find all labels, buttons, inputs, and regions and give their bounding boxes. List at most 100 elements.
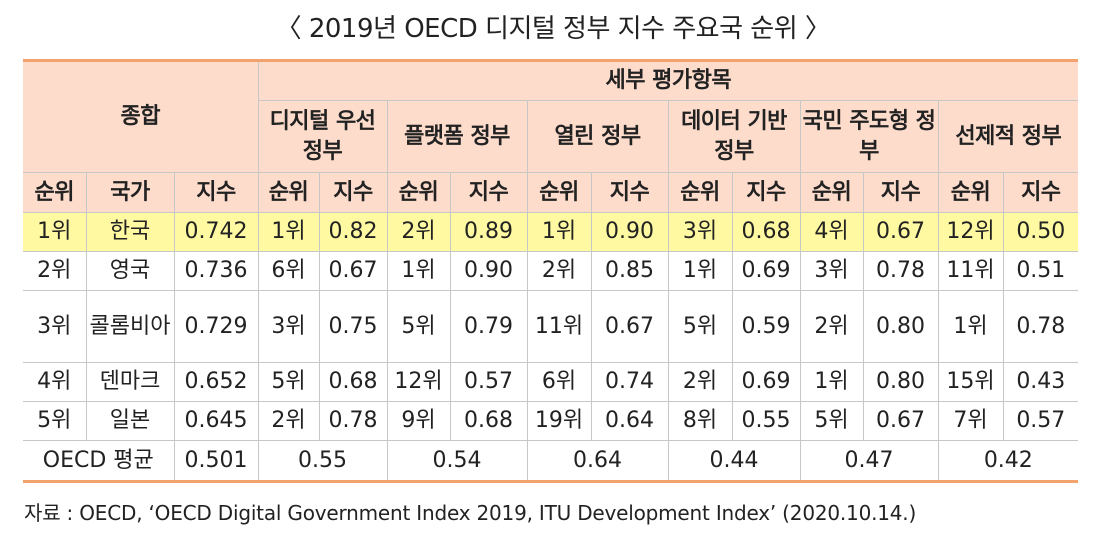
rank-cell: 3위 [667, 212, 733, 252]
index-column-header: 지수 [590, 172, 669, 213]
index-cell: 0.80 [862, 290, 939, 363]
index-cell: 0.74 [590, 362, 669, 402]
rank-cell: 4위 [799, 212, 864, 252]
index-cell: 0.90 [590, 212, 669, 252]
ranking-table: 종합 세부 평가항목 디지털 우선 정부 플랫폼 정부 열린 정부 데이터 기반… [23, 59, 1079, 483]
index-cell: 0.51 [1002, 251, 1079, 291]
index-cell: 0.68 [318, 362, 388, 402]
average-value: 0.42 [937, 440, 1079, 482]
index-cell: 0.68 [731, 212, 801, 252]
country-cell: 덴마크 [85, 362, 175, 402]
country-column-header: 국가 [85, 172, 175, 213]
index-cell: 0.50 [1002, 212, 1079, 252]
average-label: OECD 평균 [23, 440, 175, 482]
index-cell: 0.645 [173, 401, 259, 441]
index-cell: 0.736 [173, 251, 259, 291]
index-cell: 0.67 [862, 212, 939, 252]
index-cell: 0.69 [731, 251, 801, 291]
table-row: 4위 덴마크 0.652 5위 0.68 12위 0.57 6위 0.74 2위 0.69 1위 0.8… [23, 362, 1079, 402]
category-header: 선제적 정부 [937, 100, 1079, 173]
index-cell: 0.67 [318, 251, 388, 291]
rank-cell: 1위 [799, 362, 864, 402]
index-column-header: 지수 [449, 172, 528, 213]
table-row: 5위 일본 0.645 2위 0.78 9위 0.68 19위 0.64 8위 0.55 5위 0.67… [23, 401, 1079, 441]
index-cell: 0.652 [173, 362, 259, 402]
rank-column-header: 순위 [23, 172, 87, 213]
rank-cell: 9위 [386, 401, 451, 441]
country-cell: 영국 [85, 251, 175, 291]
average-value: 0.47 [799, 440, 939, 482]
rank-cell: 11위 [937, 251, 1004, 291]
rank-cell: 3위 [257, 290, 320, 363]
average-index: 0.501 [173, 440, 259, 482]
average-row: OECD 평균 0.501 0.55 0.54 0.64 0.44 0.47 0.42 [23, 440, 1079, 482]
index-cell: 0.729 [173, 290, 259, 363]
rank-cell: 6위 [526, 362, 592, 402]
index-cell: 0.742 [173, 212, 259, 252]
index-cell: 0.67 [590, 290, 669, 363]
rank-cell: 5위 [257, 362, 320, 402]
country-cell: 한국 [85, 212, 175, 252]
rank-cell: 2위 [257, 401, 320, 441]
rank-column-header: 순위 [526, 172, 592, 213]
index-cell: 0.80 [862, 362, 939, 402]
index-cell: 0.55 [731, 401, 801, 441]
index-column-header: 지수 [173, 172, 259, 213]
category-header: 열린 정부 [526, 100, 669, 173]
rank-cell: 12위 [937, 212, 1004, 252]
rank-column-header: 순위 [257, 172, 320, 213]
rank-cell: 5위 [667, 290, 733, 363]
average-value: 0.54 [386, 440, 528, 482]
detail-header: 세부 평가항목 [257, 60, 1079, 101]
average-value: 0.55 [257, 440, 388, 482]
rank-cell: 1위 [257, 212, 320, 252]
rank-cell: 15위 [937, 362, 1004, 402]
rank-cell: 19위 [526, 401, 592, 441]
rank-cell: 4위 [23, 362, 87, 402]
category-header: 국민 주도형 정부 [799, 100, 939, 173]
rank-cell: 8위 [667, 401, 733, 441]
index-cell: 0.79 [449, 290, 528, 363]
index-cell: 0.57 [1002, 401, 1079, 441]
rank-cell: 7위 [937, 401, 1004, 441]
index-cell: 0.82 [318, 212, 388, 252]
index-cell: 0.69 [731, 362, 801, 402]
source-note: 자료 : OECD, ‘OECD Digital Government Inde… [24, 501, 917, 525]
average-value: 0.64 [526, 440, 669, 482]
rank-cell: 1위 [937, 290, 1004, 363]
rank-cell: 1위 [526, 212, 592, 252]
table-row: 3위 콜롬비아 0.729 3위 0.75 5위 0.79 11위 0.67 5위 0.59 2위 0.… [23, 290, 1079, 363]
index-cell: 0.43 [1002, 362, 1079, 402]
rank-cell: 2위 [526, 251, 592, 291]
index-cell: 0.57 [449, 362, 528, 402]
rank-cell: 2위 [386, 212, 451, 252]
rank-cell: 3위 [799, 251, 864, 291]
table-title: 〈 2019년 OECD 디지털 정부 지수 주요국 순위 〉 [275, 14, 831, 44]
country-cell: 콜롬비아 [85, 290, 175, 363]
rank-cell: 5위 [386, 290, 451, 363]
index-cell: 0.64 [590, 401, 669, 441]
rank-cell: 2위 [23, 251, 87, 291]
index-cell: 0.85 [590, 251, 669, 291]
rank-column-header: 순위 [667, 172, 733, 213]
rank-column-header: 순위 [937, 172, 1004, 213]
index-column-header: 지수 [1002, 172, 1079, 213]
table-row: 1위 한국 0.742 1위 0.82 2위 0.89 1위 0.90 3위 0.68 4위 0.67 1… [23, 212, 1079, 252]
rank-cell: 5위 [799, 401, 864, 441]
average-value: 0.44 [667, 440, 801, 482]
category-header: 디지털 우선 정부 [257, 100, 388, 173]
overall-header: 종합 [23, 60, 259, 173]
rank-cell: 12위 [386, 362, 451, 402]
rank-cell: 5위 [23, 401, 87, 441]
rank-cell: 11위 [526, 290, 592, 363]
category-header: 플랫폼 정부 [386, 100, 528, 173]
index-cell: 0.78 [1002, 290, 1079, 363]
index-cell: 0.90 [449, 251, 528, 291]
rank-column-header: 순위 [799, 172, 864, 213]
index-column-header: 지수 [318, 172, 388, 213]
category-header: 데이터 기반 정부 [667, 100, 801, 173]
rank-cell: 1위 [386, 251, 451, 291]
rank-cell: 3위 [23, 290, 87, 363]
index-column-header: 지수 [862, 172, 939, 213]
table-row: 2위 영국 0.736 6위 0.67 1위 0.90 2위 0.85 1위 0.69 3위 0.78 1… [23, 251, 1079, 291]
